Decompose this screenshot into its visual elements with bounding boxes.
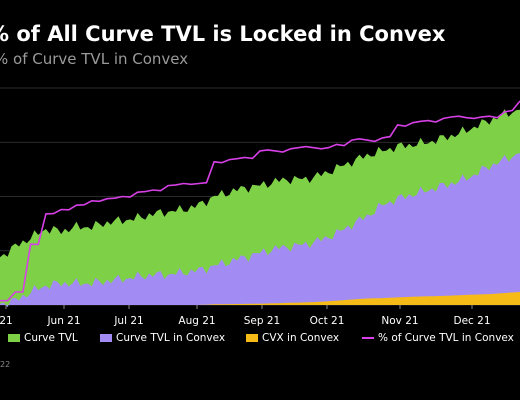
x-tick-label: Aug 21: [178, 315, 215, 327]
legend-label-curve-tvl: Curve TVL: [24, 332, 78, 344]
line-pct-curve-tvl-convex: [0, 100, 520, 302]
chart-subtitle: % of Curve TVL in Convex: [0, 50, 189, 68]
x-tick-label: Jun 21: [46, 315, 80, 327]
x-tick-label: Jul 21: [113, 315, 143, 327]
chart-title: % of All Curve TVL is Locked in Convex: [0, 22, 446, 46]
legend-item-curve-tvl-convex: Curve TVL in Convex: [100, 332, 225, 344]
legend-swatch-pct-convex: [362, 337, 374, 339]
legend-swatch-curve-tvl: [8, 334, 20, 342]
legend-label-cvx-convex: CVX in Convex: [262, 332, 340, 344]
x-tick-label: 21: [0, 315, 13, 327]
area-cvx-convex: [0, 292, 520, 305]
x-tick-label: Oct 21: [310, 315, 345, 327]
legend-label-pct-convex: % of Curve TVL in Convex: [378, 332, 514, 344]
x-tick-label: Sep 21: [244, 315, 281, 327]
x-tick-label: Dec 21: [453, 315, 490, 327]
x-tick-label: Nov 21: [381, 315, 418, 327]
legend-item-pct-convex: % of Curve TVL in Convex: [362, 332, 514, 344]
area-curve-tvl-convex: [0, 153, 520, 308]
legend-swatch-curve-tvl-convex: [100, 334, 112, 342]
legend-label-curve-tvl-convex: Curve TVL in Convex: [116, 332, 226, 344]
source-note: 22: [0, 360, 11, 369]
legend-item-curve-tvl: Curve TVL: [8, 332, 78, 344]
legend-swatch-cvx-convex: [246, 334, 258, 342]
legend-item-cvx-convex: CVX in Convex: [246, 332, 339, 344]
